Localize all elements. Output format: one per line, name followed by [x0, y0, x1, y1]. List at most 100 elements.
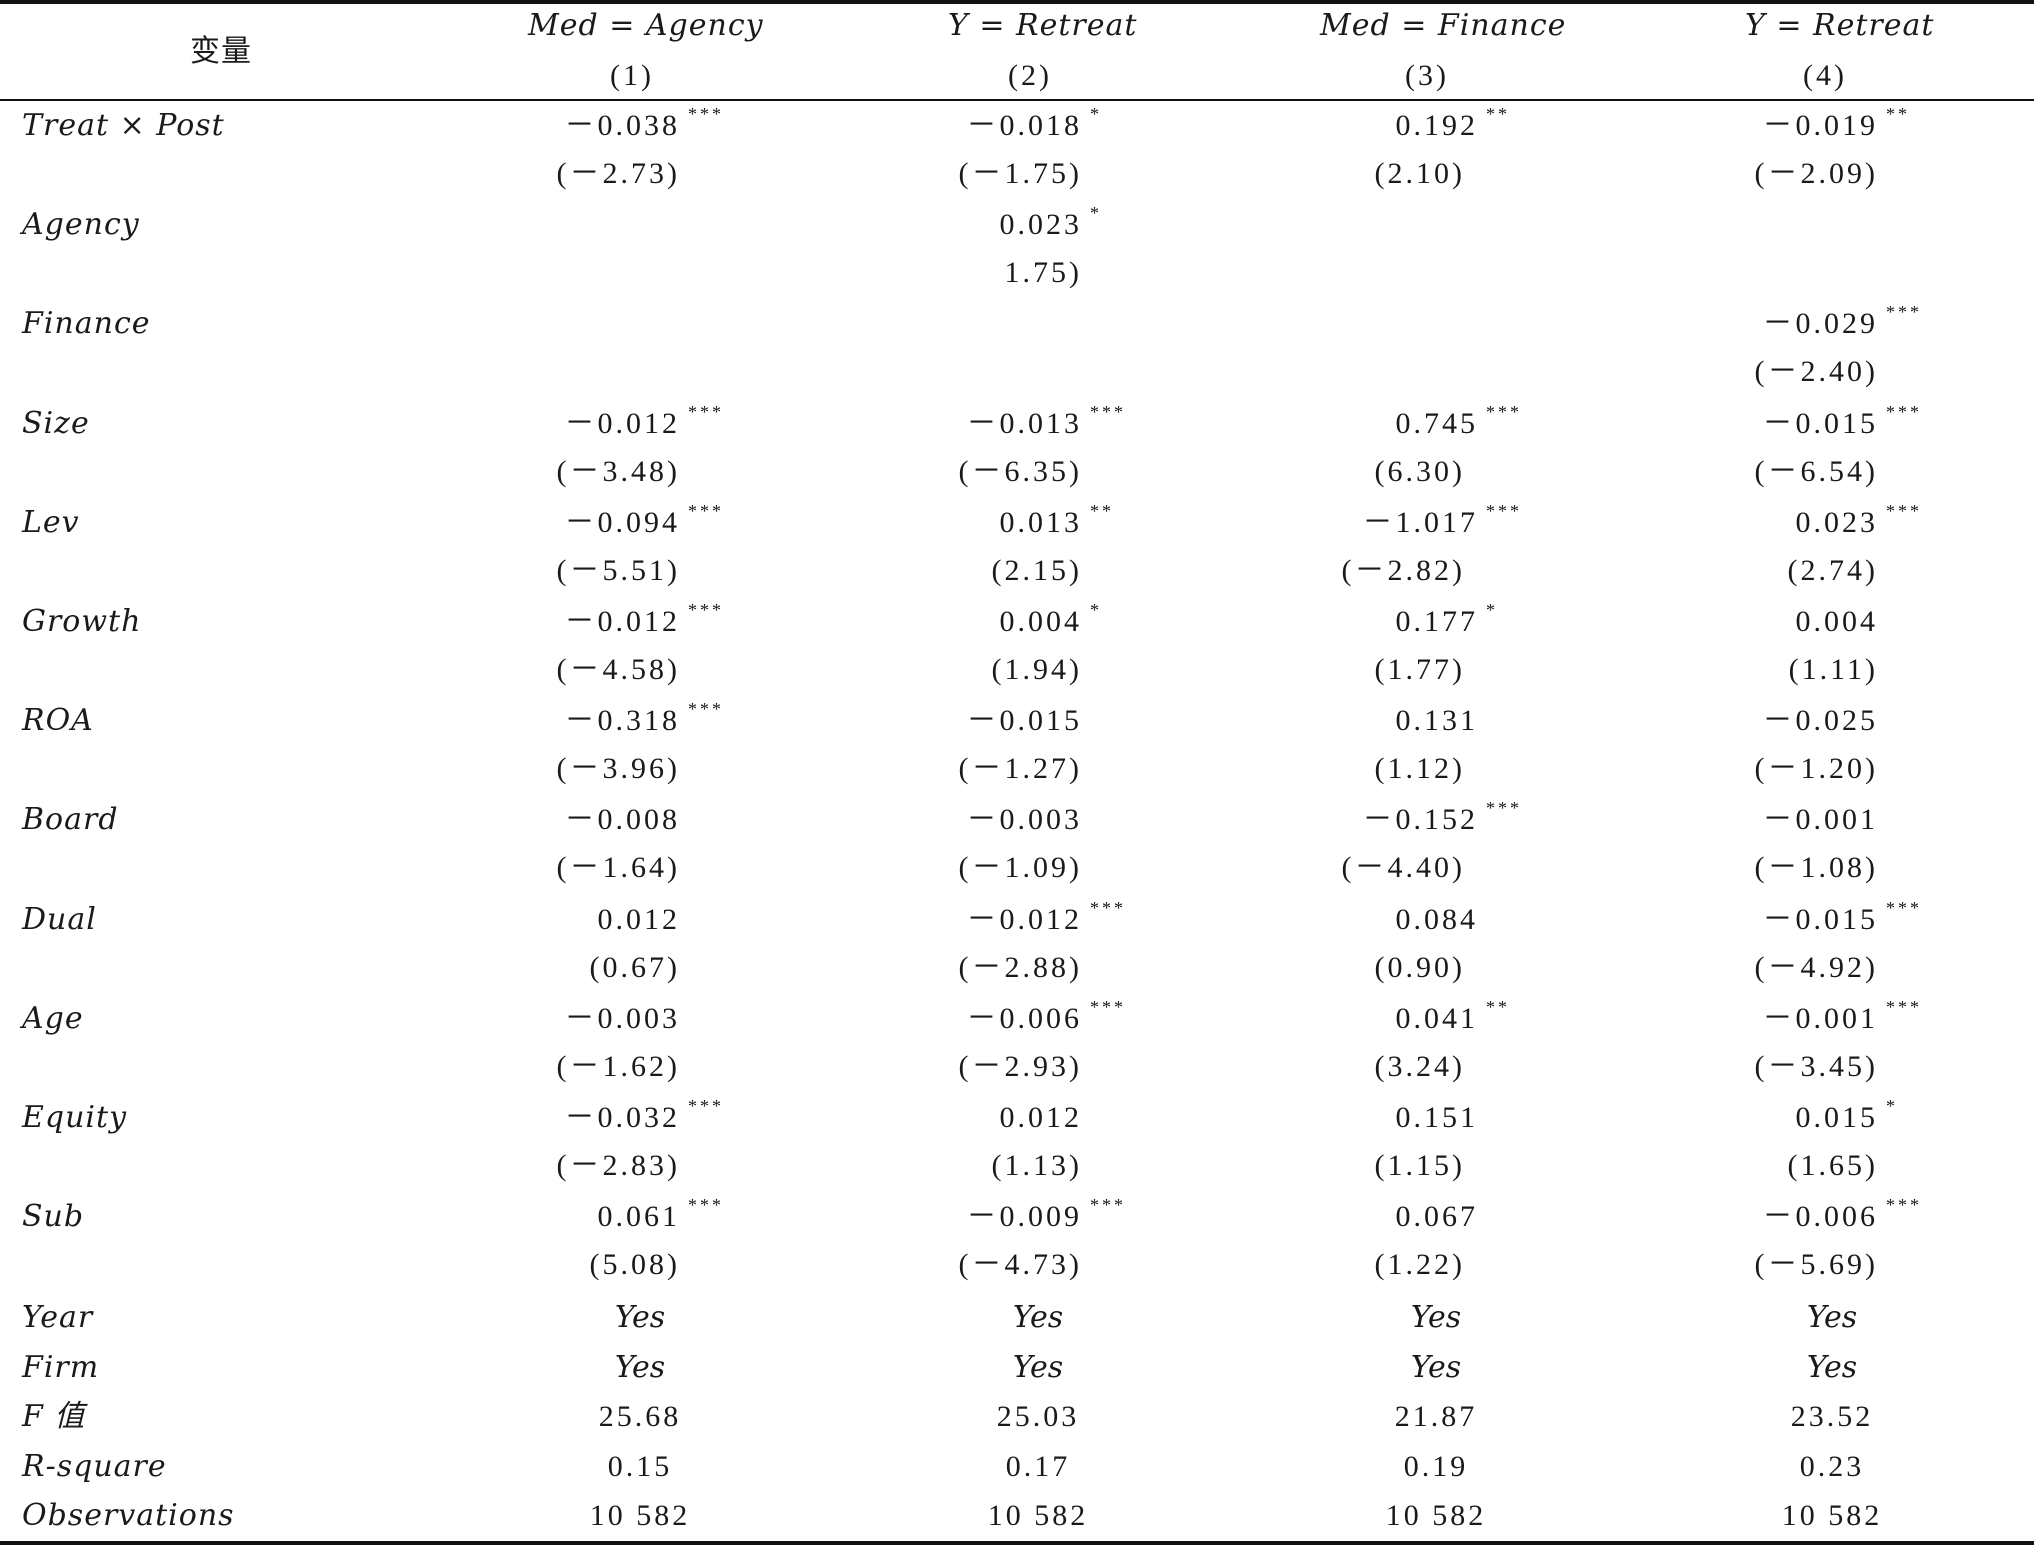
footer-value-cell: Yes [614, 1349, 666, 1385]
footer-value-cell: Yes [1410, 1349, 1462, 1385]
coefficient-cell: －0.012 [564, 605, 680, 638]
significance-stars: *** [1090, 996, 1126, 1017]
coefficient-cell: －0.018 [966, 109, 1082, 142]
coefficient-cell: 0.084 [1395, 902, 1478, 936]
t-stat-cell: (－1.64) [556, 851, 680, 885]
significance-stars: * [1886, 1096, 1898, 1116]
coefficient-cell: －0.006 [1762, 1200, 1878, 1234]
coefficient-cell: 0.061 [597, 1200, 680, 1234]
column-1-index: (1) [610, 59, 654, 92]
coefficient-cell: 0.067 [1395, 1200, 1478, 1234]
t-stat-cell: (1.94) [991, 653, 1082, 686]
significance-stars: ** [1886, 104, 1910, 124]
t-stat-cell: (3.24) [1374, 1049, 1465, 1083]
significance-stars: * [1486, 600, 1498, 620]
significance-stars: *** [688, 1096, 724, 1116]
footer-value-cell: 0.19 [1403, 1449, 1469, 1483]
row-label: Growth [22, 604, 142, 639]
significance-stars: *** [1886, 302, 1922, 323]
variable-header: 变量 [190, 34, 252, 69]
significance-stars: *** [688, 699, 724, 720]
footer-value-cell: Yes [1410, 1300, 1462, 1335]
footer-value-cell: 0.15 [607, 1449, 673, 1483]
t-stat-cell: (－6.35) [958, 454, 1082, 488]
coefficient-cell: －0.012 [966, 902, 1082, 936]
coefficient-cell: －0.003 [966, 803, 1082, 837]
table-bottom-rule [0, 1541, 2034, 1545]
coefficient-cell: 0.131 [1395, 704, 1478, 738]
row-label: Equity [22, 1100, 128, 1135]
coefficient-cell: 0.041 [1395, 1001, 1478, 1035]
significance-stars: *** [688, 401, 724, 422]
coefficient-cell: －0.318 [564, 704, 680, 738]
significance-stars: *** [688, 500, 724, 521]
t-stat-cell: (－1.09) [958, 851, 1082, 885]
coefficient-cell: 0.015 [1795, 1101, 1878, 1134]
t-stat-cell: (－5.51) [556, 553, 680, 587]
significance-stars: *** [1486, 500, 1522, 521]
row-label: Lev [22, 504, 80, 540]
t-stat-cell: (0.90) [1374, 950, 1465, 984]
coefficient-cell: 0.023 [1795, 505, 1878, 539]
significance-stars: *** [1090, 401, 1126, 422]
row-label: Finance [22, 306, 151, 342]
coefficient-cell: 0.004 [1795, 605, 1878, 638]
coefficient-cell: 0.745 [1395, 406, 1478, 440]
coefficient-cell: 0.013 [999, 505, 1082, 539]
coefficient-cell: －0.009 [966, 1200, 1082, 1234]
coefficient-cell: －0.008 [564, 803, 680, 837]
coefficient-cell: －0.152 [1362, 803, 1478, 837]
significance-stars: *** [1886, 500, 1922, 521]
coefficient-cell: －0.029 [1762, 307, 1878, 341]
t-stat-cell: (－2.93) [958, 1049, 1082, 1083]
footer-value-cell: 23.52 [1790, 1400, 1874, 1433]
footer-row-label: Year [22, 1300, 94, 1335]
significance-stars: *** [1886, 1195, 1922, 1216]
significance-stars: ** [1090, 500, 1114, 521]
t-stat-cell: (5.08) [589, 1248, 680, 1282]
t-stat-cell: (－2.40) [1754, 355, 1878, 389]
column-3-index: (3) [1405, 59, 1449, 92]
t-stat-cell: (0.67) [589, 950, 680, 984]
t-stat-cell: (－1.08) [1754, 851, 1878, 885]
t-stat-cell: (－2.09) [1754, 157, 1878, 190]
coefficient-cell: －0.012 [564, 406, 680, 440]
significance-stars: ** [1486, 996, 1510, 1017]
footer-value-cell: Yes [1806, 1300, 1858, 1335]
significance-stars: *** [688, 1195, 724, 1216]
significance-stars: *** [1486, 798, 1522, 819]
coefficient-cell: －0.003 [564, 1001, 680, 1035]
t-stat-cell: (1.11) [1788, 653, 1878, 686]
footer-value-cell: 10 582 [1781, 1499, 1883, 1532]
significance-stars: * [1090, 104, 1102, 124]
footer-value-cell: Yes [614, 1300, 666, 1335]
t-stat-cell: (－4.73) [958, 1248, 1082, 1282]
footer-row-label: Observations [22, 1498, 235, 1533]
coefficient-cell: 0.023 [999, 208, 1082, 242]
t-stat-cell: (1.12) [1374, 752, 1465, 786]
significance-stars: *** [1486, 401, 1522, 422]
column-2-model: Y = Retreat [948, 8, 1138, 43]
coefficient-cell: －0.032 [564, 1101, 680, 1134]
footer-value-cell: Yes [1012, 1349, 1064, 1385]
column-3-model: Med = Finance [1320, 8, 1567, 43]
footer-row-label: R-square [22, 1448, 167, 1484]
t-stat-cell: (－1.20) [1754, 752, 1878, 786]
t-stat-cell: (－4.40) [1341, 851, 1465, 885]
t-stat-cell: (－1.27) [958, 752, 1082, 786]
significance-stars: *** [688, 600, 724, 620]
t-stat-cell: (－4.58) [556, 653, 680, 686]
row-label: Sub [22, 1199, 85, 1235]
coefficient-cell: －0.094 [564, 505, 680, 539]
row-label: Age [22, 1000, 84, 1036]
row-label: Treat × Post [22, 108, 225, 143]
footer-value-cell: 10 582 [987, 1499, 1089, 1532]
coefficient-cell: 0.012 [999, 1101, 1082, 1134]
footer-value-cell: 25.68 [598, 1400, 682, 1433]
t-stat-cell: (2.74) [1787, 553, 1878, 587]
footer-value-cell: Yes [1012, 1300, 1064, 1335]
significance-stars: ** [1486, 104, 1510, 124]
coefficient-cell: －1.017 [1362, 505, 1478, 539]
t-stat-cell: (－2.73) [556, 157, 680, 190]
t-stat-cell: (2.15) [991, 553, 1082, 587]
